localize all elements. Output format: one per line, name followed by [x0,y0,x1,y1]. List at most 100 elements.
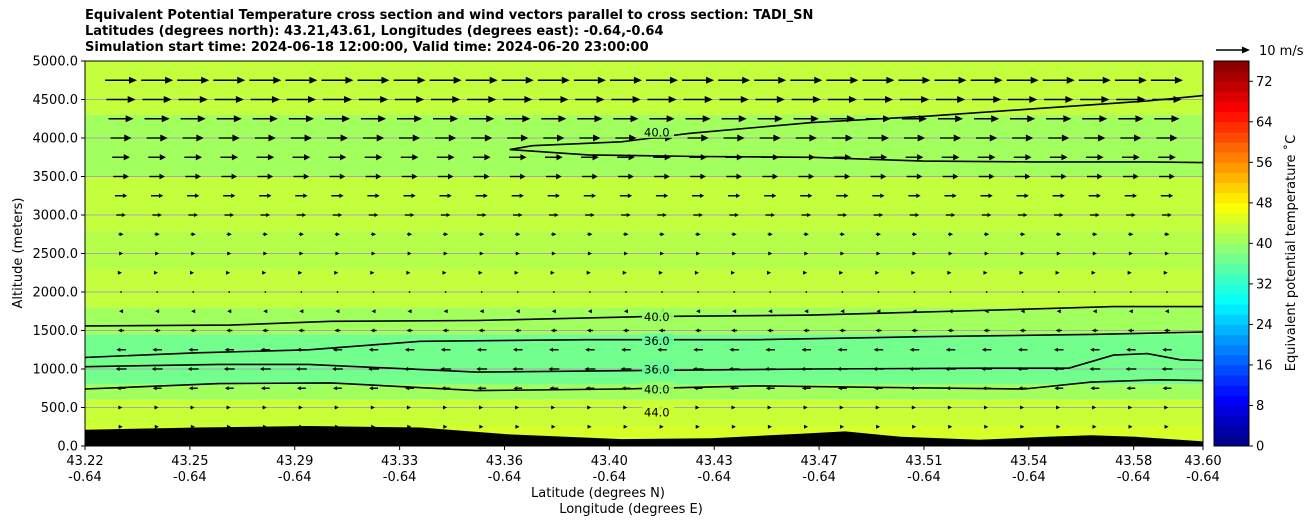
wind-vector [630,115,639,123]
x-tick-label-lat-9: 43.54 [1010,454,1047,469]
colorbar-segment [1214,212,1249,224]
wind-vector [623,424,628,429]
colorbar-segment [1214,304,1249,315]
wind-vector [839,405,844,410]
wind-vector [1169,173,1175,180]
wind-vector [195,193,200,198]
wind-vector [188,347,193,352]
wind-vector [658,328,663,333]
wind-vector [736,173,742,180]
chart-title-line-1: Equivalent Potential Temperature cross s… [85,8,814,23]
wind-vector [697,291,699,293]
wind-vector [953,134,962,142]
y-tick-label-4: 2000.0 [33,286,79,301]
contour-line-5 [85,378,1203,392]
wind-vector [302,213,307,217]
wind-vector [916,173,923,180]
terrain-layer [85,426,1203,446]
wind-vector [519,193,524,198]
y-tick-label-8: 4000.0 [33,132,79,147]
wind-vector [155,232,160,237]
wind-vector [1055,328,1060,333]
wind-vector [695,424,700,429]
wind-vector [985,232,990,237]
wind-vector [587,309,592,314]
wind-vector [774,115,783,123]
wind-vector [1029,96,1038,103]
wind-vector [338,213,343,217]
colorbar-segment [1214,425,1249,437]
wind-vector [514,270,519,275]
wind-vector [414,115,423,123]
wind-vector [1138,76,1147,84]
wind-vector [666,115,675,123]
wind-vector [158,193,164,198]
colorbar-segment [1214,91,1249,103]
wind-vector [1099,115,1108,123]
wind-vector [704,96,713,103]
x-tick-label-lon-1: -0.64 [173,470,207,485]
wind-vector [476,347,481,352]
wind-vector [657,347,662,352]
wind-vector [1056,424,1061,429]
wind-vector [190,405,195,410]
x-tick-label-lat-11: 43.60 [1184,454,1221,469]
wind-vector [479,251,484,256]
y-tick-label-7: 3500.0 [33,170,79,185]
vector-key-arrow [1242,46,1250,54]
wind-vector [840,251,845,256]
wind-vector [1096,193,1101,198]
wind-vector [1021,291,1024,293]
wind-vector [227,232,232,237]
wind-vector [1166,291,1168,293]
wind-vector [447,193,452,198]
x-tick-label-lat-2: 43.29 [276,454,313,469]
wind-vector [1025,134,1034,142]
wind-vector [1061,134,1070,142]
wind-vector [269,115,278,123]
wind-vector [1025,173,1031,180]
wind-vector [444,232,449,237]
wind-vector [119,232,124,237]
wind-vector [1167,213,1172,217]
wind-vector [1030,76,1039,84]
wind-vector [597,76,606,84]
wind-vector [701,134,709,142]
wind-vector [479,405,484,410]
wind-vector [947,328,952,333]
wind-vector [152,347,157,352]
wind-vector [662,213,667,217]
wind-vector [983,270,988,275]
colorbar-tick-label-8: 64 [1256,115,1273,130]
wind-vector [850,76,859,84]
colorbar-tick-label-7: 56 [1256,156,1273,171]
wind-vector [983,405,988,410]
wind-vector [953,154,960,161]
wind-vector [442,270,447,275]
wind-vector [551,251,556,256]
wind-vector [336,291,339,293]
wind-vector [1126,386,1131,391]
wind-vector [1025,154,1032,161]
contour-line-1 [509,148,1203,164]
wind-vector [335,309,340,314]
wind-vector [993,96,1002,103]
wind-vector [1063,115,1072,123]
y-tick-label-1: 500.0 [41,401,78,416]
wind-vector [1097,154,1104,161]
wind-vector [264,291,267,293]
wind-vector [592,173,598,180]
wind-vector [447,173,454,180]
wind-vector [984,251,989,256]
colorbar-label: Equivalent potential temperature ˚C [1283,135,1299,371]
wind-vector [303,193,308,198]
wind-vector [913,291,916,293]
colorbar-segment [1214,223,1249,234]
wind-vector [957,96,966,103]
x-tick-label-lat-8: 43.51 [905,454,942,469]
wind-vector [273,76,282,84]
wind-vector [1021,232,1026,237]
wind-vector [515,424,520,429]
wind-vector [152,386,157,391]
wind-vector [623,309,628,314]
